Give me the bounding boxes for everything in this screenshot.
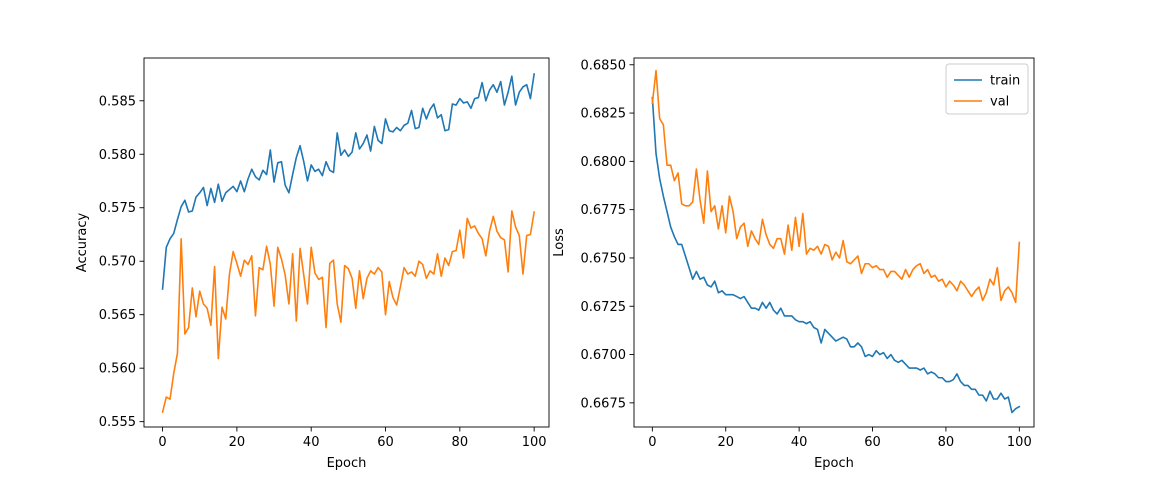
y-tick-label: 0.560 — [99, 362, 136, 377]
legend: train val — [945, 63, 1029, 115]
series-line-val — [651, 69, 1021, 304]
x-tick-label: 40 — [791, 435, 808, 450]
y-tick-label: 0.580 — [99, 148, 136, 163]
series-line-val — [161, 210, 536, 413]
x-tick-label: 0 — [648, 435, 656, 450]
legend-label-train: train — [990, 74, 1020, 89]
x-tick-label: 80 — [452, 435, 469, 450]
y-tick-label: 0.6800 — [581, 155, 627, 170]
x-tick-label: 100 — [1007, 435, 1032, 450]
y-tick-label: 0.575 — [99, 201, 136, 216]
legend-frame — [945, 63, 1029, 115]
plot-frame — [143, 57, 550, 428]
x-tick-label: 60 — [864, 435, 881, 450]
x-tick-label: 100 — [522, 435, 547, 450]
x-tick-label: 20 — [229, 435, 246, 450]
y-tick-label: 0.6850 — [581, 58, 627, 73]
x-tick-label: 40 — [303, 435, 320, 450]
y-tick-label: 0.6750 — [581, 251, 627, 266]
y-tick-label: 0.6725 — [581, 300, 627, 315]
y-tick-label: 0.565 — [99, 308, 136, 323]
x-tick-label: 20 — [717, 435, 734, 450]
x-tick-label: 60 — [377, 435, 394, 450]
x-axis-label: Epoch — [814, 456, 854, 471]
plot-frame — [633, 57, 1035, 428]
y-tick-label: 0.555 — [99, 415, 136, 430]
y-axis-label: Loss — [552, 228, 567, 257]
series-line-train — [651, 96, 1021, 414]
y-tick-label: 0.6775 — [581, 203, 627, 218]
x-axis-label: Epoch — [327, 456, 367, 471]
y-tick-label: 0.570 — [99, 255, 136, 270]
legend-label-val: val — [990, 95, 1009, 110]
loss-panel: 0 20 40 60 80 100 0.6675 0.6700 0.6725 0.6750 0.67… — [552, 57, 1035, 471]
accuracy-panel: 0 20 40 60 80 100 0.555 0.560 0.565 0.570 0.575 0.5… — [75, 57, 550, 471]
y-tick-label: 0.585 — [99, 94, 136, 109]
y-tick-label: 0.6825 — [581, 107, 627, 122]
x-tick-label: 80 — [938, 435, 955, 450]
x-tick-label: 0 — [158, 435, 166, 450]
series-line-train — [161, 73, 536, 290]
y-tick-label: 0.6700 — [581, 348, 627, 363]
y-tick-label: 0.6675 — [581, 396, 627, 411]
y-axis-label: Accuracy — [75, 213, 90, 273]
